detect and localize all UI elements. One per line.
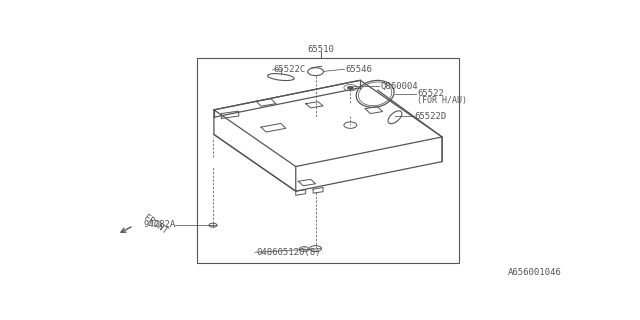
Text: Q860004: Q860004: [380, 82, 418, 91]
Text: 65510: 65510: [307, 45, 334, 54]
Text: 65522D: 65522D: [415, 111, 447, 121]
Circle shape: [348, 86, 353, 89]
Text: 65522: 65522: [417, 89, 444, 98]
Text: 65522C: 65522C: [273, 65, 306, 75]
Text: (FOR H/AU): (FOR H/AU): [417, 96, 467, 105]
Bar: [196, 58, 460, 263]
Text: 65546: 65546: [346, 65, 372, 74]
Text: A656001046: A656001046: [508, 268, 561, 277]
Text: FRONT: FRONT: [142, 213, 169, 236]
Text: 94282A: 94282A: [144, 220, 176, 229]
Text: 048605120(8): 048605120(8): [256, 248, 321, 257]
Text: S: S: [303, 247, 306, 252]
